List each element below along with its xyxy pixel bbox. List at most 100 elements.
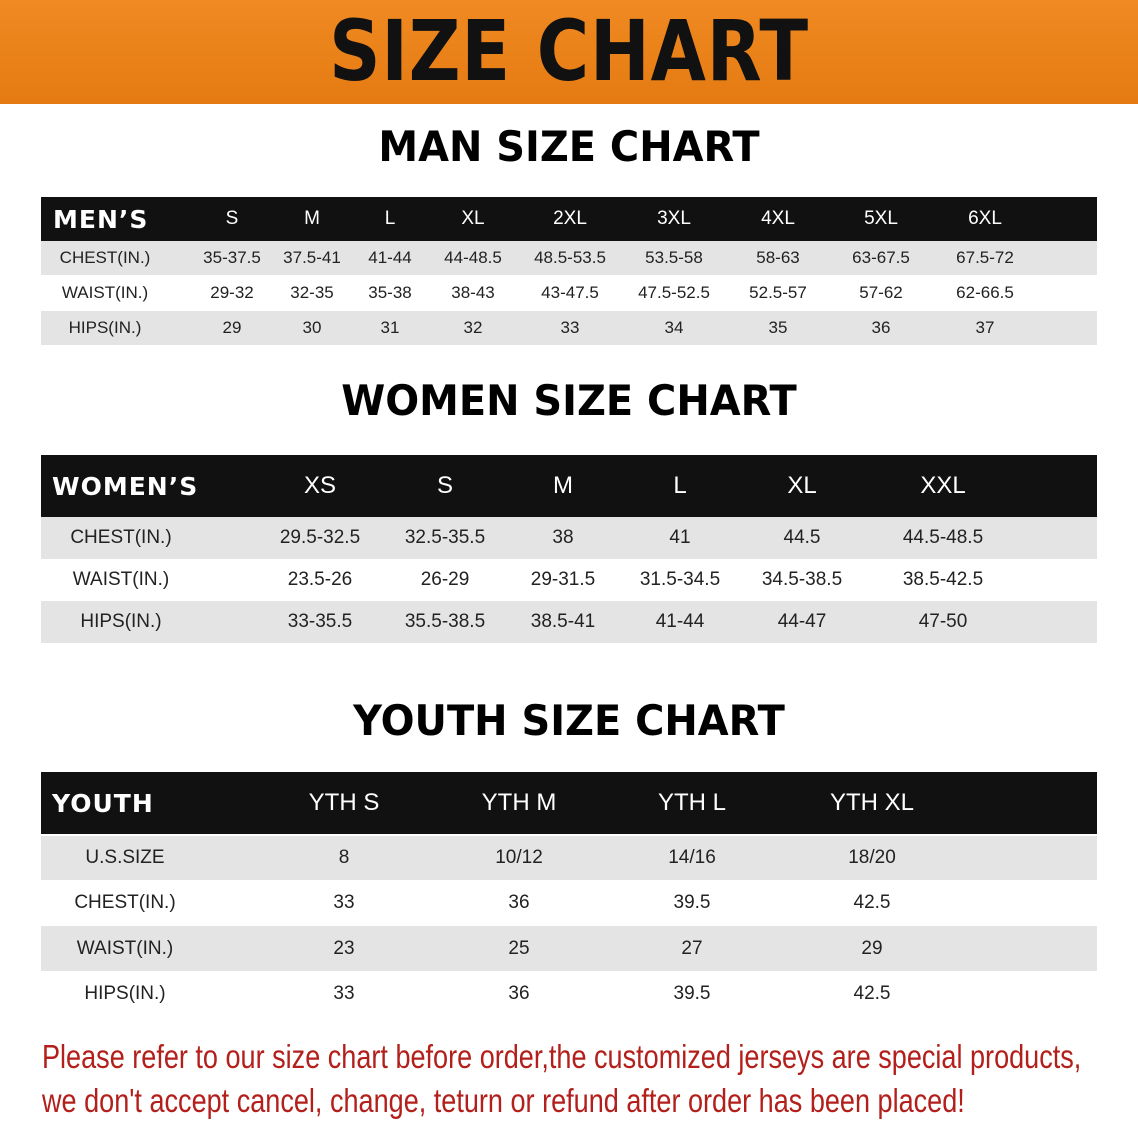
measurement-value: 38 [552,527,574,548]
measurement-value: 31.5-34.5 [639,569,721,590]
measurement-value: 42.5 [853,891,891,913]
measurement-value: 41 [669,527,691,548]
measurement-value: 36 [871,318,891,337]
measurement-label: CHEST(IN.) [59,248,151,267]
measurement-label: HIPS(IN.) [80,611,162,632]
measurement-value: 38-43 [451,283,495,302]
measurement-label: WAIST(IN.) [61,283,149,302]
table-row: HIPS(IN.) 29 30 31 32 33 34 35 36 37 [41,311,1097,345]
measurement-value: 44-48.5 [444,248,502,267]
youth-header-row: YOUTH YTH S YTH M YTH L YTH XL [41,772,1097,834]
measurement-value: 29-31.5 [530,569,596,590]
youth-header-label: YOUTH [52,788,154,818]
measurement-value: 44.5-48.5 [902,527,984,548]
size-header: YTH XL [829,789,915,816]
size-header: L [384,208,396,229]
measurement-value: 18/20 [848,847,896,868]
banner: SIZE CHART [0,0,1138,104]
men-header-row: MEN’S S M L XL 2XL 3XL 4XL 5XL 6XL [41,197,1097,241]
measurement-value: 33-35.5 [287,611,353,632]
measurement-value: 36 [508,982,530,1004]
measurement-value: 33 [333,982,355,1004]
size-header: 3XL [657,208,691,229]
measurement-value: 34.5-38.5 [761,569,843,590]
measurement-value: 38.5-42.5 [902,569,984,590]
size-header: 5XL [864,208,898,229]
measurement-value: 14/16 [668,847,716,868]
size-header: XXL [920,472,966,499]
measurement-value: 44.5 [783,527,821,548]
measurement-value: 41-44 [368,248,412,267]
size-header: XL [461,208,485,229]
measurement-value: 63-67.5 [852,248,910,267]
measurement-value: 32-35 [290,283,334,302]
measurement-value: 8 [338,847,350,868]
women-header-label: WOMEN’S [52,471,199,501]
measurement-value: 37.5-41 [283,248,341,267]
measurement-value: 35-38 [368,283,412,302]
measurement-value: 43-47.5 [541,283,599,302]
measurement-value: 23 [333,937,355,959]
table-row: CHEST(IN.) 33 36 39.5 42.5 [41,880,1097,925]
measurement-value: 62-66.5 [956,283,1014,302]
measurement-value: 32.5-35.5 [404,527,486,548]
measurement-value: 30 [302,318,322,337]
measurement-value: 47.5-52.5 [638,283,710,302]
women-section-title: WOMEN SIZE CHART [341,376,797,425]
measurement-label: HIPS(IN.) [84,982,166,1004]
measurement-value: 57-62 [859,283,903,302]
men-header-label: MEN’S [53,204,149,234]
measurement-value: 25 [508,937,530,959]
size-header: M [553,472,573,499]
measurement-value: 37 [975,318,995,337]
measurement-value: 10/12 [495,847,543,868]
men-section-title: MAN SIZE CHART [378,122,760,171]
table-row: CHEST(IN.) 29.5-32.5 32.5-35.5 38 41 44.5 44.5… [41,517,1097,559]
table-row: WAIST(IN.) 23 25 27 29 [41,926,1097,971]
measurement-value: 31 [380,318,400,337]
measurement-value: 48.5-53.5 [534,248,606,267]
size-header: M [304,208,320,229]
notice-line-1: Please refer to our size chart before or… [42,1038,1082,1075]
measurement-value: 35.5-38.5 [404,611,486,632]
size-header: L [673,472,687,499]
size-header: XS [303,472,337,499]
table-row: CHEST(IN.) 35-37.5 37.5-41 41-44 44-48.5 48.5… [41,241,1097,275]
measurement-value: 29-32 [210,283,254,302]
measurement-value: 32 [463,318,483,337]
youth-section-title: YOUTH SIZE CHART [353,696,785,745]
measurement-value: 38.5-41 [530,611,596,632]
measurement-label: CHEST(IN.) [70,527,172,548]
table-row: HIPS(IN.) 33-35.5 35.5-38.5 38.5-41 41-44 44-… [41,601,1097,643]
size-header: YTH L [657,789,727,816]
table-row: HIPS(IN.) 33 36 39.5 42.5 [41,971,1097,1016]
measurement-label: HIPS(IN.) [68,318,142,337]
measurement-value: 29.5-32.5 [279,527,361,548]
size-header: 2XL [553,208,587,229]
measurement-value: 33 [560,318,580,337]
table-row: WAIST(IN.) 29-32 32-35 35-38 38-43 43-47.5 47.… [41,276,1097,310]
size-header: S [436,472,454,499]
measurement-value: 34 [664,318,684,337]
measurement-value: 47-50 [918,611,968,632]
measurement-value: 36 [508,891,530,913]
measurement-value: 33 [333,891,355,913]
measurement-value: 26-29 [420,569,470,590]
measurement-value: 39.5 [673,982,711,1004]
measurement-label: CHEST(IN.) [74,891,176,913]
size-header: S [225,208,239,229]
table-row: WAIST(IN.) 23.5-26 26-29 29-31.5 31.5-34.5 34… [41,559,1097,601]
size-header: XL [787,472,817,499]
measurement-label: WAIST(IN.) [72,569,170,590]
size-header: YTH M [481,789,557,816]
measurement-value: 44-47 [777,611,827,632]
size-header: 4XL [761,208,795,229]
size-header: YTH S [308,789,380,816]
measurement-value: 29 [861,937,883,959]
measurement-value: 52.5-57 [749,283,807,302]
measurement-value: 35 [768,318,788,337]
measurement-value: 41-44 [655,611,705,632]
measurement-value: 42.5 [853,982,891,1004]
table-row: U.S.SIZE 8 10/12 14/16 18/20 [41,836,1097,880]
measurement-value: 27 [681,937,703,959]
